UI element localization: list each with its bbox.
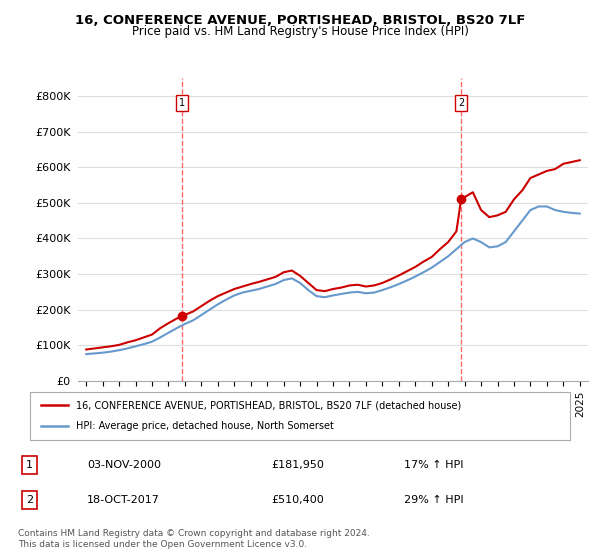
Text: 16, CONFERENCE AVENUE, PORTISHEAD, BRISTOL, BS20 7LF (detached house): 16, CONFERENCE AVENUE, PORTISHEAD, BRIST… — [76, 400, 461, 410]
Text: 2: 2 — [458, 99, 464, 108]
Text: 03-NOV-2000: 03-NOV-2000 — [87, 460, 161, 470]
Text: 1: 1 — [179, 99, 185, 108]
Text: £510,400: £510,400 — [271, 495, 324, 505]
Text: 2: 2 — [26, 495, 33, 505]
Text: 17% ↑ HPI: 17% ↑ HPI — [404, 460, 463, 470]
Text: 18-OCT-2017: 18-OCT-2017 — [87, 495, 160, 505]
Text: Contains HM Land Registry data © Crown copyright and database right 2024.
This d: Contains HM Land Registry data © Crown c… — [18, 529, 370, 549]
Text: Price paid vs. HM Land Registry's House Price Index (HPI): Price paid vs. HM Land Registry's House … — [131, 25, 469, 38]
Text: 16, CONFERENCE AVENUE, PORTISHEAD, BRISTOL, BS20 7LF: 16, CONFERENCE AVENUE, PORTISHEAD, BRIST… — [75, 14, 525, 27]
Text: 1: 1 — [26, 460, 33, 470]
Text: HPI: Average price, detached house, North Somerset: HPI: Average price, detached house, Nort… — [76, 421, 334, 431]
Text: £181,950: £181,950 — [271, 460, 324, 470]
Text: 29% ↑ HPI: 29% ↑ HPI — [404, 495, 463, 505]
